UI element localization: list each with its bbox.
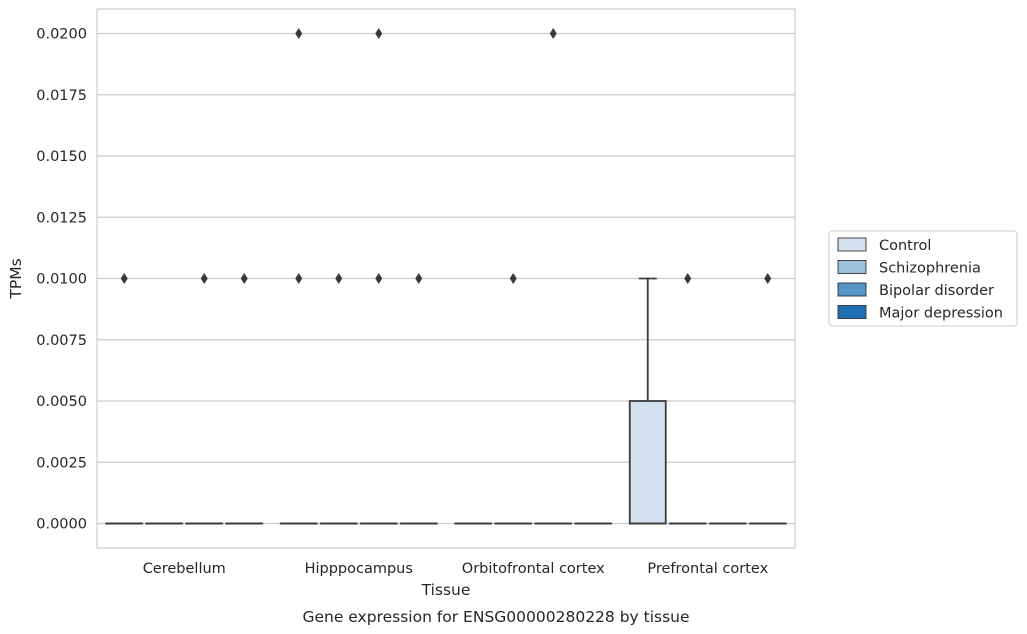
legend-label: Bipolar disorder [879, 283, 994, 299]
gridlines [97, 32, 795, 525]
legend-frame [828, 230, 1018, 327]
outlier-point [415, 273, 423, 284]
x-tick-label: Prefrontal cortex [647, 561, 768, 577]
outlier-point [684, 273, 692, 284]
legend-label: Major depression [879, 306, 1003, 322]
outlier-point [375, 273, 383, 284]
legend-swatch [837, 305, 867, 319]
box [628, 400, 667, 525]
x-axis-ticks: Cerebellum Hipppocampus Orbitofrontal cort… [143, 561, 769, 577]
y-tick-label: 0.0125 [36, 210, 87, 226]
y-axis-title: TPMs [7, 258, 25, 299]
legend-swatch [837, 282, 867, 297]
outlier-point [375, 28, 383, 39]
x-tick-label: Cerebellum [143, 561, 226, 577]
legend-label: Control [879, 238, 931, 254]
x-axis-title: Tissue [421, 581, 471, 599]
outlier-point [509, 273, 517, 284]
plot-frame [96, 8, 796, 549]
outlier-point [764, 273, 772, 284]
y-axis-ticks: 0.0000 0.0025 0.0050 0.0075 0.0100 0.0125 0.01… [36, 27, 87, 533]
y-tick-label: 0.0050 [36, 394, 87, 410]
y-tick-label: 0.0000 [36, 517, 87, 533]
x-tick-label: Orbitofrontal cortex [462, 561, 605, 577]
chart-caption: Gene expression for ENSG00000280228 by t… [302, 608, 689, 626]
outlier-point [120, 273, 128, 284]
outlier-point [295, 273, 303, 284]
legend: Control Schizophrenia Bipolar disorder Majo… [828, 230, 1018, 327]
legend-swatch [837, 237, 867, 252]
x-tick-label: Hipppocampus [305, 561, 413, 577]
y-tick-label: 0.0150 [36, 149, 87, 165]
y-tick-label: 0.0025 [36, 455, 87, 471]
outlier-point [295, 28, 303, 39]
legend-label: Schizophrenia [879, 261, 981, 277]
y-tick-label: 0.0200 [36, 27, 87, 43]
legend-swatch [837, 260, 867, 274]
box-plots [105, 28, 787, 525]
y-tick-label: 0.0075 [36, 333, 87, 349]
y-tick-label: 0.0175 [36, 88, 87, 104]
outlier-point [335, 273, 343, 284]
outlier-point [200, 273, 208, 284]
y-tick-label: 0.0100 [36, 272, 87, 288]
outlier-point [549, 28, 557, 39]
outlier-point [240, 273, 248, 284]
